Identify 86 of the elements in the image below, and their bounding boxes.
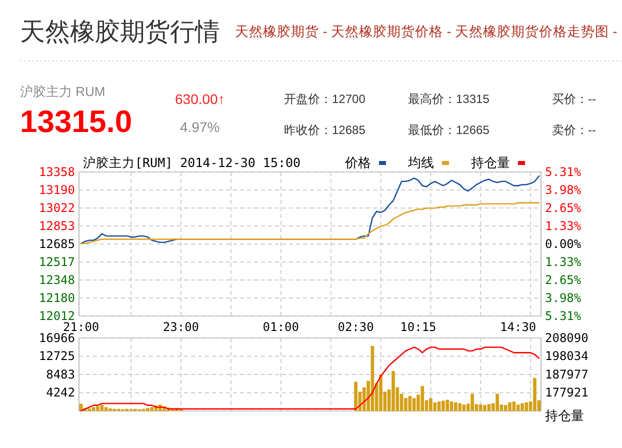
y-tick-label: 13358 bbox=[38, 165, 75, 179]
y2-tick-label: 0.00% bbox=[545, 237, 582, 251]
bar bbox=[429, 398, 432, 411]
y2-tick-label: 2.65% bbox=[545, 272, 582, 287]
bar bbox=[150, 407, 154, 411]
text: 天然橡胶期货行情 bbox=[20, 18, 220, 46]
bar bbox=[516, 404, 520, 411]
y-tick-label: 12853 bbox=[38, 219, 75, 234]
bar bbox=[487, 404, 491, 411]
y2-tick-label: 1.33% bbox=[545, 255, 582, 270]
bar bbox=[533, 378, 536, 411]
y-tick-label: 13022 bbox=[38, 200, 75, 215]
x-tick-label: 02:30 bbox=[338, 320, 374, 334]
line-series bbox=[80, 346, 540, 412]
bar bbox=[104, 407, 108, 411]
x-tick-label: 10:15 bbox=[400, 320, 436, 334]
bar bbox=[392, 370, 395, 411]
y2-tick-label: 5.31% bbox=[545, 309, 582, 323]
bar bbox=[496, 394, 499, 411]
bar bbox=[146, 408, 150, 411]
y-tick-label: 13190 bbox=[38, 182, 75, 197]
legend-label: 持仓量 bbox=[471, 155, 510, 170]
y2-tick-label: 3.98% bbox=[545, 290, 582, 305]
y2-tick-label: 5.31% bbox=[545, 165, 582, 179]
bar bbox=[442, 400, 445, 411]
y2-tick-label: 208090 bbox=[545, 331, 588, 345]
text: 最高价：13315 bbox=[408, 92, 490, 106]
y-tick-label: 8483 bbox=[46, 368, 75, 382]
bar bbox=[420, 386, 424, 411]
text: 4.97% bbox=[180, 119, 220, 135]
bar bbox=[458, 403, 462, 411]
y2-tick-label: 187977 bbox=[545, 368, 588, 382]
bar bbox=[462, 404, 466, 411]
line-series bbox=[80, 202, 540, 244]
bar bbox=[96, 406, 100, 411]
y2-tick-label: 198034 bbox=[545, 349, 588, 364]
bar bbox=[100, 404, 104, 411]
bar bbox=[450, 402, 454, 411]
x-tick-label: 23:00 bbox=[162, 320, 200, 334]
text: 开盘价：12700 bbox=[284, 92, 366, 106]
y-tick-label: 12685 bbox=[38, 237, 75, 251]
y-tick-label: 12180 bbox=[38, 291, 75, 306]
bar bbox=[412, 398, 416, 411]
x-tick-label: 21:00 bbox=[63, 320, 100, 334]
y-tick-label: 12348 bbox=[38, 273, 75, 288]
y-tick-label: 12725 bbox=[38, 349, 75, 364]
bar bbox=[446, 400, 450, 411]
y2-tick-label: 2.65% bbox=[545, 201, 582, 216]
text: 630.00↑ bbox=[175, 91, 225, 107]
bar bbox=[433, 402, 437, 411]
text: 最低价：12665 bbox=[408, 123, 490, 137]
y2-tick-label: 1.33% bbox=[545, 218, 582, 233]
legend-label: 价格 bbox=[344, 155, 371, 170]
bar bbox=[404, 398, 408, 411]
bar bbox=[483, 404, 486, 411]
bar bbox=[379, 374, 382, 411]
text: 天然橡胶期货 - 天然橡胶期货价格 - 天然橡胶期货价格走势图 - bbox=[235, 24, 618, 39]
text: 买价：-- bbox=[552, 92, 596, 106]
y-tick-label: 12012 bbox=[38, 309, 75, 323]
y-tick-label: 4242 bbox=[46, 386, 75, 400]
bar bbox=[470, 394, 474, 411]
bar bbox=[454, 402, 458, 411]
x-tick-label: 01:00 bbox=[262, 320, 299, 334]
bar bbox=[508, 402, 512, 411]
y-tick-label: 16966 bbox=[38, 331, 75, 345]
text: 沪胶主力 RUM bbox=[20, 84, 106, 99]
chart-title: 沪胶主力[RUM] 2014-12-30 15:00 bbox=[83, 155, 301, 170]
y-tick-label: 12517 bbox=[38, 254, 75, 269]
legend-label: 均线 bbox=[407, 155, 434, 170]
text: 昨收价：12685 bbox=[284, 123, 366, 137]
bar bbox=[520, 403, 524, 411]
bar bbox=[108, 408, 112, 411]
bar bbox=[437, 402, 441, 411]
bar bbox=[92, 407, 96, 411]
bar bbox=[408, 396, 412, 411]
bar bbox=[354, 382, 358, 411]
bar bbox=[478, 404, 482, 411]
x-tick-label: 14:30 bbox=[500, 320, 536, 334]
y2-axis-title: 持仓量 bbox=[545, 408, 584, 423]
y2-tick-label: 177921 bbox=[545, 386, 588, 400]
y2-tick-label: 3.98% bbox=[545, 183, 582, 198]
bar bbox=[88, 408, 92, 411]
text: 卖价：-- bbox=[552, 123, 596, 137]
text: 13315.0 bbox=[20, 104, 132, 139]
bar bbox=[512, 402, 516, 411]
bar bbox=[504, 404, 508, 411]
